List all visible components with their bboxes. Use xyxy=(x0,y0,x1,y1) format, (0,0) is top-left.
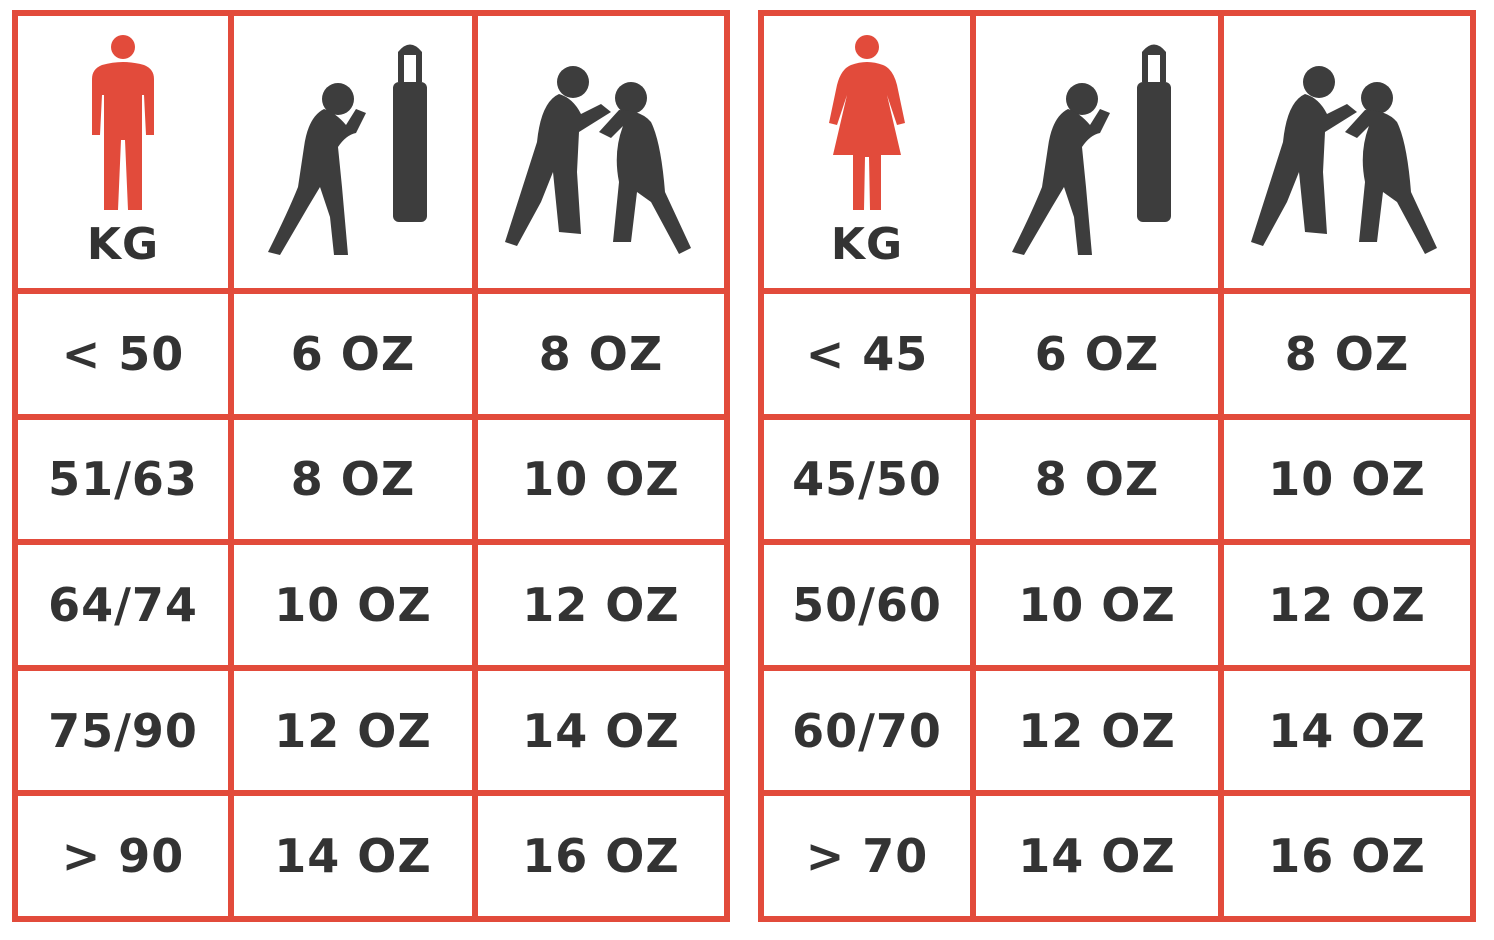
sparring-glove-size-cell: 8 OZ xyxy=(1224,294,1470,414)
sparring-glove-size-cell: 12 OZ xyxy=(478,545,724,665)
bag-glove-size-cell: 14 OZ xyxy=(976,796,1218,916)
sparring-boxers-icon xyxy=(1247,42,1447,262)
weight-unit-label: KG xyxy=(86,218,160,270)
sparring-boxers-icon xyxy=(501,42,701,262)
boxer-punching-bag-icon xyxy=(258,37,448,267)
sparring-header-cell xyxy=(1224,16,1470,288)
woman-icon xyxy=(827,34,907,215)
bag-training-header-cell xyxy=(976,16,1218,288)
sparring-glove-size-cell: 10 OZ xyxy=(478,419,724,540)
weight-range-cell: 60/70 xyxy=(764,670,970,791)
boxer-punching-bag-icon xyxy=(1002,37,1192,267)
bag-glove-size-cell: 6 OZ xyxy=(234,294,472,414)
bag-glove-size-cell: 8 OZ xyxy=(234,419,472,540)
weight-range-cell: < 45 xyxy=(764,294,970,414)
weight-range-cell: 64/74 xyxy=(18,545,228,665)
weight-range-cell: > 70 xyxy=(764,796,970,916)
bag-glove-size-cell: 10 OZ xyxy=(976,545,1218,665)
weight-range-cell: 51/63 xyxy=(18,419,228,540)
sparring-glove-size-cell: 12 OZ xyxy=(1224,545,1470,665)
sparring-header-cell xyxy=(478,16,724,288)
weight-unit-label: KG xyxy=(830,218,904,270)
weight-range-cell: 75/90 xyxy=(18,670,228,791)
sparring-glove-size-cell: 16 OZ xyxy=(1224,796,1470,916)
bag-glove-size-cell: 8 OZ xyxy=(976,419,1218,540)
sparring-glove-size-cell: 14 OZ xyxy=(478,670,724,791)
sparring-glove-size-cell: 16 OZ xyxy=(478,796,724,916)
bag-glove-size-cell: 6 OZ xyxy=(976,294,1218,414)
weight-range-cell: < 50 xyxy=(18,294,228,414)
sparring-glove-size-cell: 14 OZ xyxy=(1224,670,1470,791)
sparring-glove-size-cell: 10 OZ xyxy=(1224,419,1470,540)
weight-header-cell: KG xyxy=(764,16,970,288)
bag-glove-size-cell: 10 OZ xyxy=(234,545,472,665)
weight-range-cell: 50/60 xyxy=(764,545,970,665)
man-icon xyxy=(88,34,158,215)
women-size-table: KG < 45 6 OZ 8 xyxy=(758,10,1476,922)
men-size-table: KG < 50 6 OZ 8 xyxy=(12,10,730,922)
bag-training-header-cell xyxy=(234,16,472,288)
weight-range-cell: 45/50 xyxy=(764,419,970,540)
sparring-glove-size-cell: 8 OZ xyxy=(478,294,724,414)
bag-glove-size-cell: 12 OZ xyxy=(976,670,1218,791)
bag-glove-size-cell: 14 OZ xyxy=(234,796,472,916)
weight-header-cell: KG xyxy=(18,16,228,288)
bag-glove-size-cell: 12 OZ xyxy=(234,670,472,791)
weight-range-cell: > 90 xyxy=(18,796,228,916)
